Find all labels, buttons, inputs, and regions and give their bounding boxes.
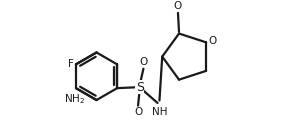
Text: O: O: [139, 57, 147, 67]
Text: S: S: [136, 81, 144, 94]
Text: NH$_2$: NH$_2$: [64, 93, 85, 106]
Text: O: O: [209, 36, 217, 46]
Text: F: F: [69, 59, 74, 69]
Text: NH: NH: [152, 107, 168, 117]
Text: O: O: [134, 107, 142, 117]
Text: O: O: [174, 1, 182, 11]
